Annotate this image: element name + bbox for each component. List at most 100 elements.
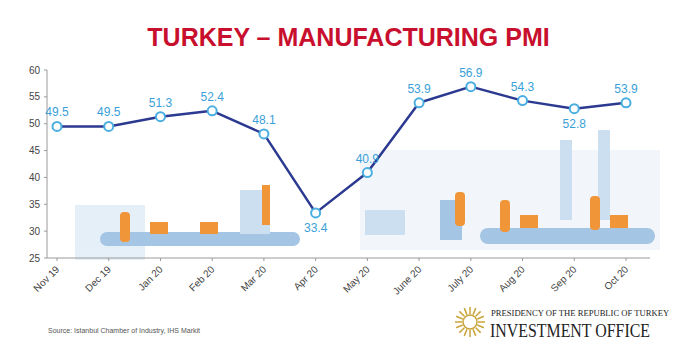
box [520, 215, 538, 228]
worker [590, 196, 600, 230]
illustration [75, 130, 660, 260]
y-tick [44, 123, 47, 124]
worker [120, 212, 130, 242]
x-tick-label: Dec 19 [83, 263, 113, 293]
emblem-ray [464, 329, 467, 335]
title: TURKEY – MANUFACTURING PMI [147, 23, 549, 51]
point-marker [53, 122, 62, 131]
logo: PRESIDENCY OF THE REPUBLIC OF TURKEY INVE… [455, 307, 669, 341]
emblem-ray [477, 325, 483, 328]
worker [455, 192, 465, 226]
point-marker [104, 122, 113, 131]
y-tick-label: 60 [29, 65, 41, 76]
x-tick [574, 258, 575, 261]
x-axis [47, 258, 650, 259]
point-marker [622, 98, 631, 107]
x-tick [419, 258, 420, 261]
x-tick-label: July 20 [445, 263, 475, 293]
emblem-ray [473, 329, 476, 335]
data-label: 54.3 [511, 80, 535, 94]
chart-svg: TURKEY – MANUFACTURING PMI25303540455055… [0, 0, 697, 355]
y-axis [47, 70, 48, 258]
robot-arm [262, 185, 270, 225]
data-label: 53.9 [614, 82, 638, 96]
emblem-ray [459, 311, 464, 316]
data-label: 33.4 [304, 221, 328, 235]
y-tick-label: 50 [29, 118, 41, 129]
data-label: 51.3 [149, 96, 173, 110]
factory-wall [360, 150, 660, 250]
emblem-ray [456, 316, 462, 319]
x-tick [315, 258, 316, 261]
x-tick [212, 258, 213, 261]
point-marker [466, 82, 475, 91]
data-label: 52.8 [563, 117, 587, 131]
emblem-ray [456, 325, 462, 328]
desk [365, 210, 405, 235]
x-tick-label: Jan 20 [136, 263, 165, 292]
point-marker [208, 106, 217, 115]
data-label: 56.9 [459, 66, 483, 80]
y-tick [44, 258, 47, 259]
x-tick-label: Apr 20 [291, 263, 320, 292]
emblem-ray [469, 307, 471, 314]
x-tick [108, 258, 109, 261]
emblem-ray [476, 328, 481, 333]
y-tick [44, 177, 47, 178]
x-tick [57, 258, 58, 261]
emblem-ray [473, 308, 476, 314]
data-label: 49.5 [97, 105, 121, 119]
source: Source: Istanbul Chamber of Industry, IH… [48, 327, 200, 335]
x-tick-label: Oct 20 [602, 263, 631, 292]
x-tick-label: Mar 20 [239, 263, 269, 293]
y-tick-label: 35 [29, 199, 41, 210]
chart-container: TURKEY – MANUFACTURING PMI25303540455055… [0, 0, 697, 355]
point-marker [518, 96, 527, 105]
emblem [463, 315, 477, 329]
emblem-ray [477, 316, 483, 319]
emblem-ray [455, 321, 462, 323]
data-label: 48.1 [252, 113, 276, 127]
x-tick [522, 258, 523, 261]
x-tick-label: Nov 19 [31, 263, 61, 293]
logo-line2: INVESTMENT OFFICE [490, 320, 650, 341]
point-marker [363, 168, 372, 177]
x-tick-label: May 20 [341, 263, 372, 294]
data-label: 40.9 [356, 152, 380, 166]
pmi-line [57, 87, 626, 213]
emblem-ray [464, 308, 467, 314]
emblem-ray [476, 311, 481, 316]
point-marker [570, 104, 579, 113]
y-tick [44, 231, 47, 232]
logo-line1: PRESIDENCY OF THE REPUBLIC OF TURKEY [491, 308, 669, 318]
data-label: 49.5 [45, 105, 69, 119]
point-marker [156, 112, 165, 121]
data-label: 52.4 [201, 90, 225, 104]
point-marker [259, 129, 268, 138]
x-tick [470, 258, 471, 261]
emblem-ray [459, 328, 464, 333]
emblem-ray [478, 321, 485, 323]
point-marker [311, 208, 320, 217]
x-tick-label: Sep 20 [548, 263, 578, 293]
x-tick-label: Aug 20 [497, 263, 527, 293]
data-label: 53.9 [407, 82, 431, 96]
y-tick [44, 150, 47, 151]
x-tick [626, 258, 627, 261]
x-tick [160, 258, 161, 261]
y-tick-label: 40 [29, 172, 41, 183]
y-tick-label: 25 [29, 253, 41, 264]
x-tick [263, 258, 264, 261]
y-tick [44, 204, 47, 205]
data-group [53, 82, 631, 217]
box [200, 222, 218, 234]
y-tick-label: 55 [29, 91, 41, 102]
box [150, 222, 168, 234]
x-tick-label: June 20 [391, 263, 424, 296]
point-marker [415, 98, 424, 107]
x-tick-label: Feb 20 [187, 263, 217, 293]
worker [500, 200, 510, 232]
box [610, 215, 628, 228]
x-tick [367, 258, 368, 261]
robot-arm [560, 140, 572, 220]
